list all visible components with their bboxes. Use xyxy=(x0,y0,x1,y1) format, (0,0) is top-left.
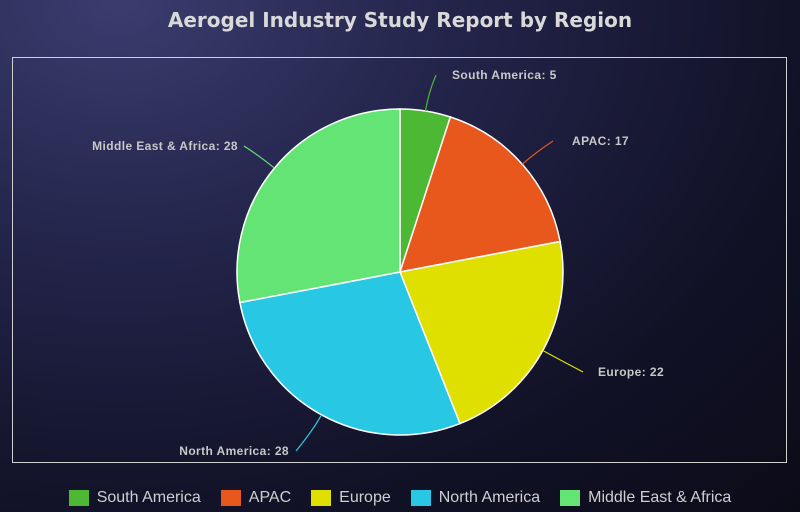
pie-slice-middle-east-africa[interactable] xyxy=(236,108,401,304)
data-label-apac: APAC: 17 xyxy=(572,134,629,148)
pie-chart: South America: 5 APAC: 17 Europe: 22 North … xyxy=(92,68,664,458)
leader-line-europe xyxy=(542,350,584,373)
legend-label: APAC xyxy=(248,489,292,506)
leader-line-apac xyxy=(521,140,554,165)
leader-line-north-america xyxy=(295,414,322,452)
plot-area-frame xyxy=(12,57,787,463)
legend-item-europe[interactable]: Europe xyxy=(311,486,391,510)
legend-item-apac[interactable]: APAC xyxy=(220,486,292,510)
legend-item-north-america[interactable]: North America xyxy=(410,486,541,510)
chart-title: Aerogel Industry Study Report by Region xyxy=(167,8,633,32)
leader-line-south-america xyxy=(424,74,437,112)
data-label-middle-east-africa: Middle East & Africa: 28 xyxy=(92,139,238,153)
legend: South America APAC Europe North America … xyxy=(0,486,800,510)
legend-swatch xyxy=(68,490,89,506)
leader-line-middle-east-africa xyxy=(243,145,275,169)
pie-slice-apac[interactable] xyxy=(398,116,561,273)
legend-label: North America xyxy=(438,489,541,506)
legend-swatch xyxy=(410,490,431,506)
legend-label: Middle East & Africa xyxy=(588,489,732,506)
pie-slice-north-america[interactable] xyxy=(239,271,461,436)
legend-swatch xyxy=(560,490,581,506)
legend-label: South America xyxy=(96,489,201,506)
data-label-europe: Europe: 22 xyxy=(598,365,664,379)
legend-item-south-america[interactable]: South America xyxy=(68,486,201,510)
legend-label: Europe xyxy=(339,489,391,506)
legend-item-middle-east-africa[interactable]: Middle East & Africa xyxy=(560,486,731,510)
legend-swatch xyxy=(311,490,332,506)
data-label-south-america: South America: 5 xyxy=(452,68,557,82)
data-label-north-america: North America: 28 xyxy=(179,444,289,458)
legend-swatch xyxy=(220,490,241,506)
